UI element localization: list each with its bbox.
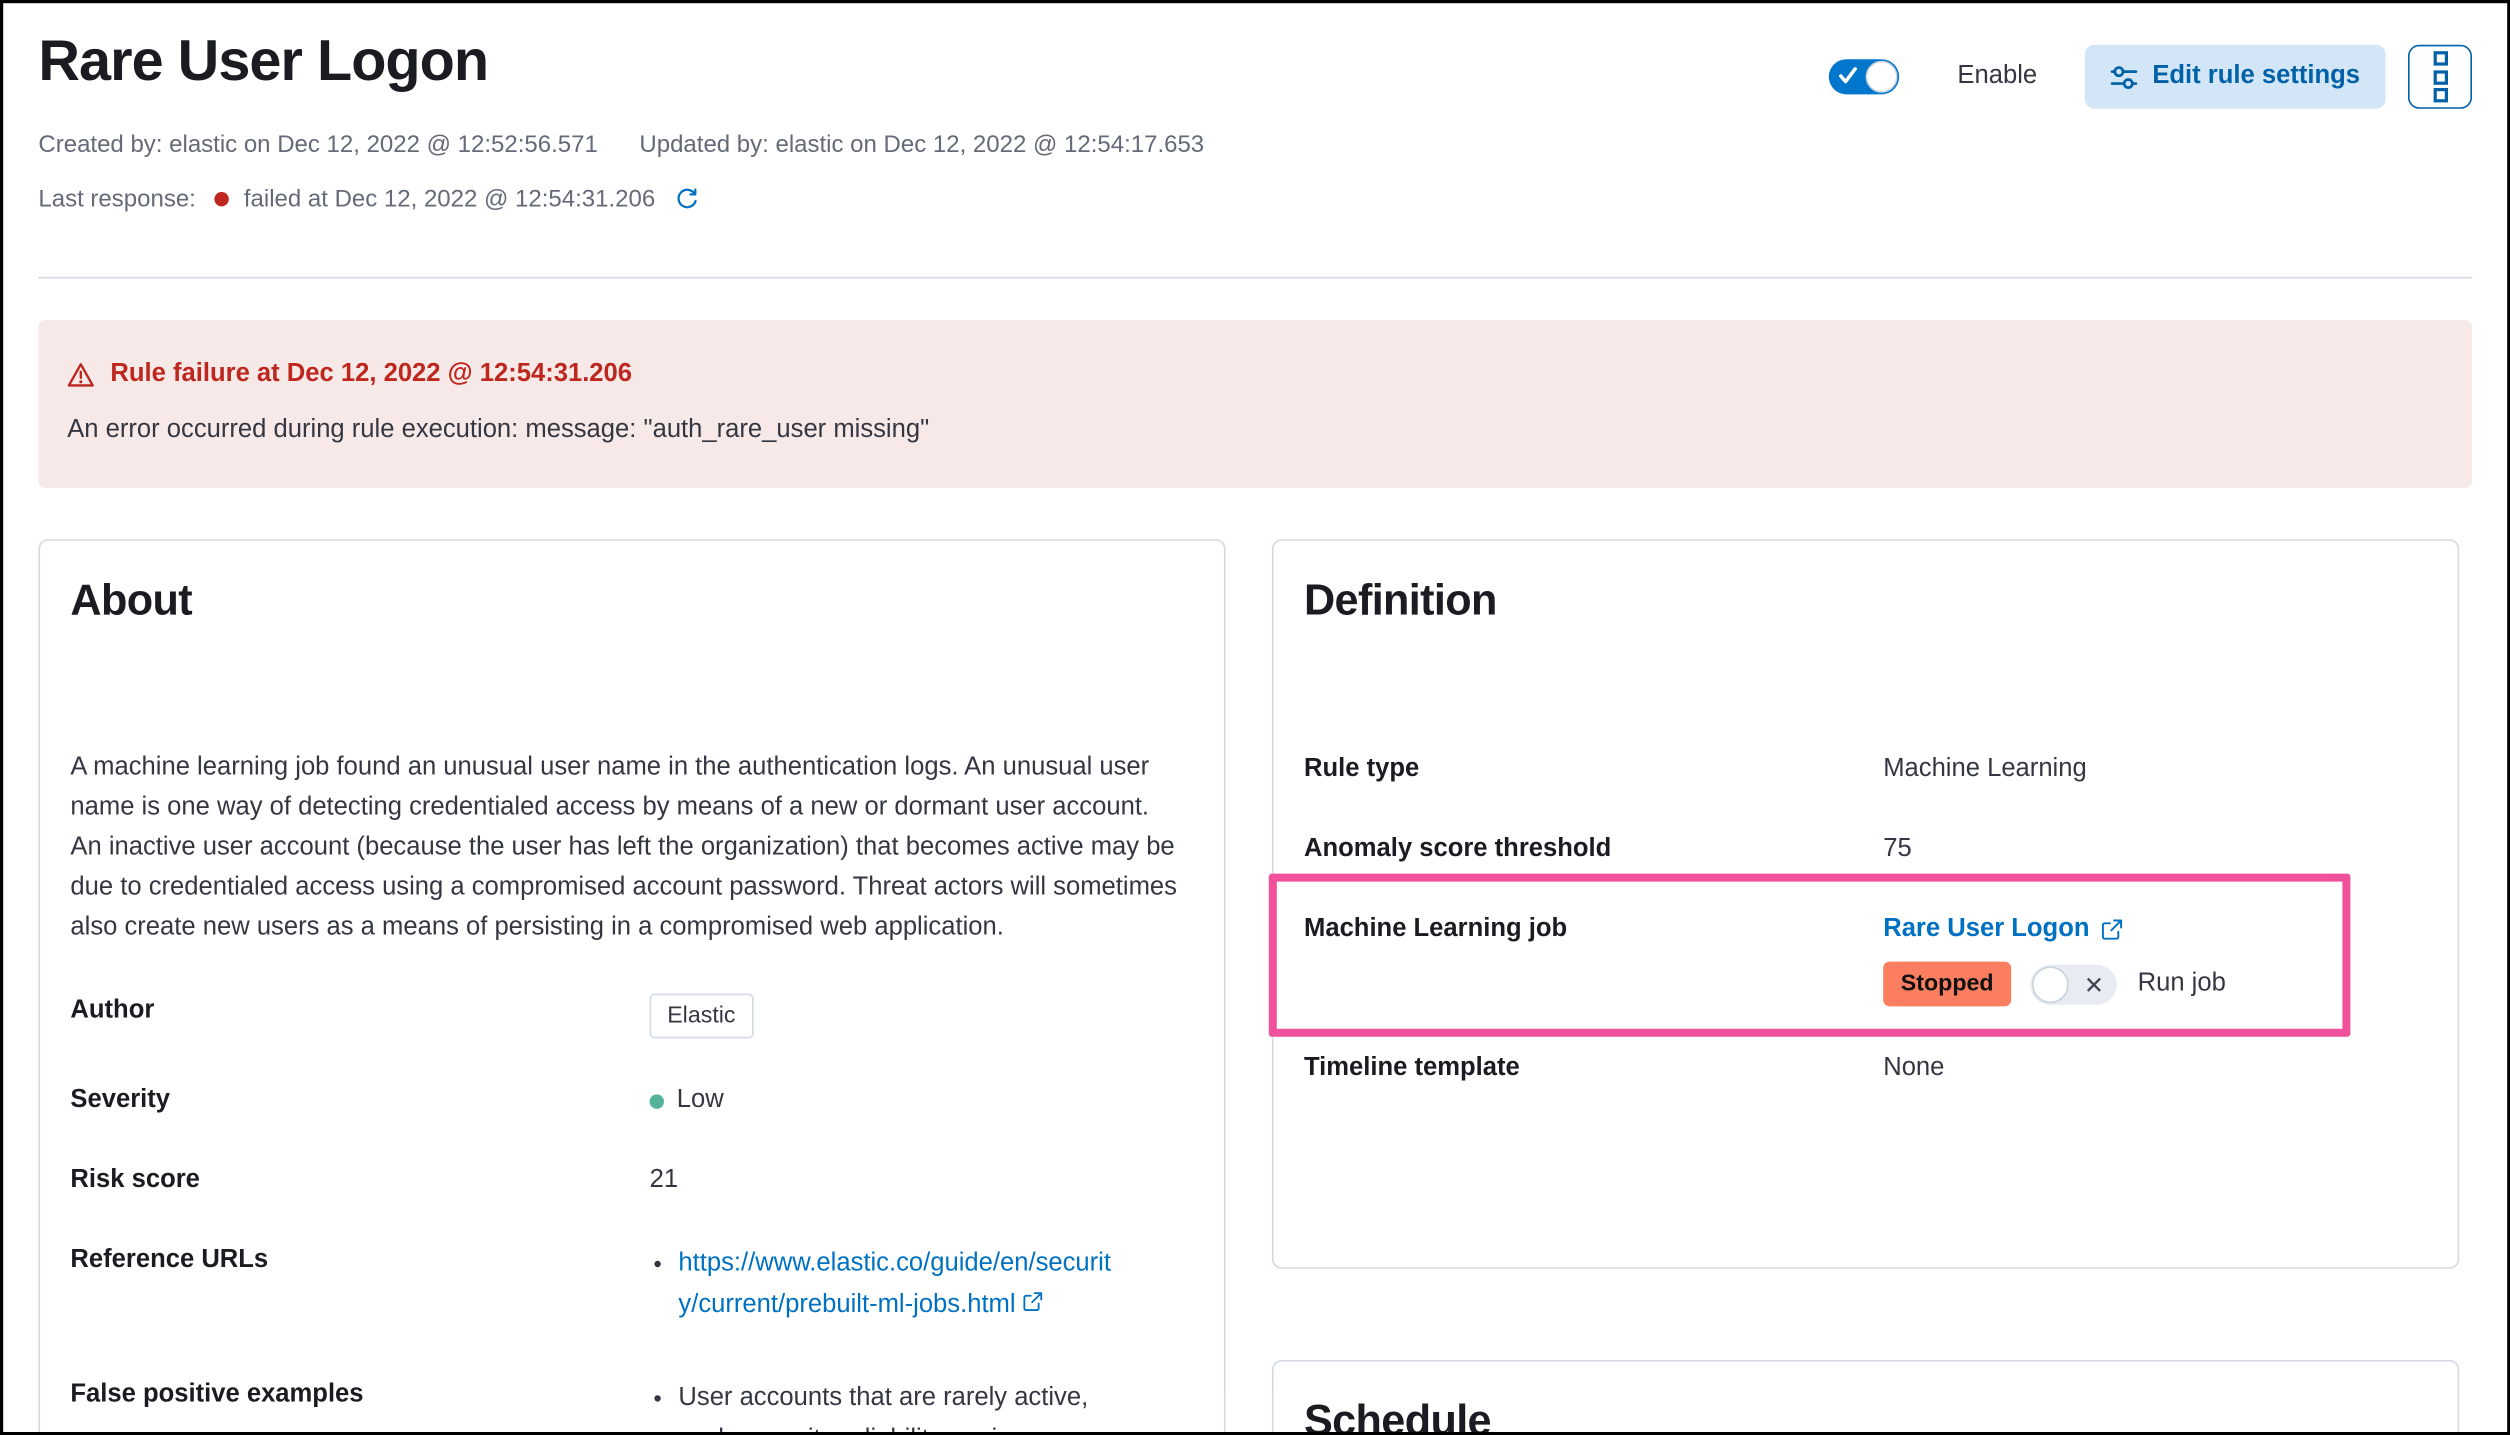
enable-toggle[interactable] [1829,59,1900,95]
meta-row: Created by: elastic on Dec 12, 2022 @ 12… [38,131,2472,158]
author-label: Author [70,996,155,1024]
author-value: Elastic [649,993,1117,1039]
ml-job-row: Machine Learning job Rare User Logon Sto… [1304,912,2427,1007]
edit-rule-settings-label: Edit rule settings [2152,62,2360,90]
rule-failure-message: An error occurred during rule execution:… [67,416,930,444]
reference-url-link[interactable]: https://www.elastic.co/guide/en/security… [678,1249,1111,1319]
last-response-status: failed at Dec 12, 2022 @ 12:54:31.206 [243,185,656,213]
last-response-label: Last response: [38,185,196,213]
timeline-template-value: None [1883,1054,1945,1082]
ml-job-value: Rare User Logon Stopped ✕ Run job [1883,912,2411,1007]
job-status-badge: Stopped [1883,961,2012,1007]
false-positives-row: False positive examples User accounts th… [70,1378,1193,1435]
risk-score-value: 21 [649,1166,679,1194]
refresh-icon[interactable] [674,187,698,211]
reference-urls-list: https://www.elastic.co/guide/en/security… [650,1243,1117,1326]
right-column: Definition Rule type Machine Learning An… [1268,539,2460,1435]
header-top-row: Rare User Logon Enable Edit rule setting… [38,22,2472,109]
risk-score-label: Risk score [70,1166,200,1194]
rule-failure-callout: Rule failure at Dec 12, 2022 @ 12:54:31.… [38,320,2473,488]
timeline-template-label: Timeline template [1304,1054,1520,1082]
toggle-knob [1866,60,1899,93]
check-icon [1839,67,1858,84]
boxes-vertical-icon [2432,47,2448,106]
severity-low-dot-icon [649,1093,664,1108]
ml-job-label: Machine Learning job [1304,915,1568,943]
reference-urls-row: Reference URLs https://www.elastic.co/gu… [70,1243,1193,1333]
definition-panel: Definition Rule type Machine Learning An… [1268,539,2460,1269]
callout-title-row: Rule failure at Dec 12, 2022 @ 12:54:31.… [67,360,2443,389]
author-badge: Elastic [649,993,754,1039]
run-job-toggle[interactable]: ✕ [2030,964,2117,1004]
ml-job-controls: Stopped ✕ Run job [1883,961,2411,1007]
updated-by-text: Updated by: elastic on Dec 12, 2022 @ 12… [639,131,1205,159]
false-positives-label: False positive examples [70,1380,364,1408]
about-heading: About [70,576,192,624]
author-row: Author Elastic [70,993,1193,1039]
last-response-row: Last response: failed at Dec 12, 2022 @ … [38,186,2472,213]
page-header: Rare User Logon Enable Edit rule setting… [0,0,2510,213]
header-actions: Enable Edit rule settings [1829,44,2472,109]
panels-grid: About A machine learning job found an un… [38,539,2472,1435]
severity-text: Low [676,1086,724,1114]
page-title: Rare User Logon [38,27,489,93]
severity-row: Severity Low [70,1083,1193,1118]
sliders-icon [2111,65,2138,89]
header-divider [38,276,2473,279]
external-link-icon [1023,1292,1043,1311]
run-job-label: Run job [2137,969,2226,997]
toggle-knob [2032,965,2069,1003]
risk-score-row: Risk score 21 [70,1163,1193,1198]
about-fields: Author Elastic Severity Low Risk score 2… [70,993,1193,1435]
enable-toggle-label: Enable [1957,62,2038,90]
rule-type-row: Rule type Machine Learning [1304,752,2427,787]
reference-urls-label: Reference URLs [70,1246,269,1274]
edit-rule-settings-button[interactable]: Edit rule settings [2085,44,2386,109]
created-by-text: Created by: elastic on Dec 12, 2022 @ 12… [38,131,598,159]
rule-description: A machine learning job found an unusual … [70,753,1177,941]
timeline-template-row: Timeline template None [1304,1051,2427,1086]
warning-triangle-icon [67,362,94,386]
reference-url-item: https://www.elastic.co/guide/en/security… [678,1243,1116,1326]
cross-icon: ✕ [2083,972,2104,1000]
failed-status-dot [215,192,230,207]
severity-label: Severity [70,1086,171,1114]
rule-type-label: Rule type [1304,755,1420,783]
external-link-icon [2101,919,2122,940]
more-actions-button[interactable] [2408,44,2472,109]
definition-heading: Definition [1304,576,1497,624]
anomaly-threshold-row: Anomaly score threshold 75 [1304,832,2427,867]
anomaly-threshold-value: 75 [1883,835,1912,863]
about-panel: About A machine learning job found an un… [38,539,1226,1435]
definition-fields: Rule type Machine Learning Anomaly score… [1304,752,2427,1086]
severity-value: Low [649,1083,1117,1118]
ml-job-link[interactable]: Rare User Logon [1883,912,2123,947]
rule-type-value: Machine Learning [1883,755,2087,783]
schedule-heading: Schedule [1304,1396,1492,1435]
anomaly-threshold-label: Anomaly score threshold [1304,835,1612,863]
false-positives-list: User accounts that are rarely active, su… [650,1378,1117,1435]
rule-failure-title: Rule failure at Dec 12, 2022 @ 12:54:31.… [110,360,633,388]
schedule-panel: Schedule [1272,1360,2460,1435]
false-positive-item: User accounts that are rarely active, su… [678,1378,1116,1435]
